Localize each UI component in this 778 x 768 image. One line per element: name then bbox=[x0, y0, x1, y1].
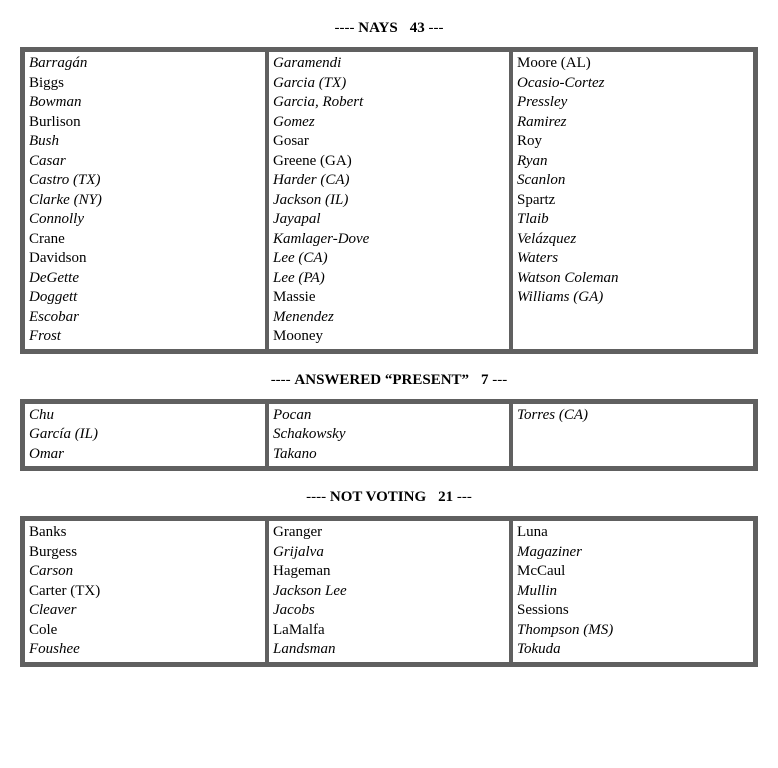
member-name: Mooney bbox=[273, 327, 505, 347]
member-name: LaMalfa bbox=[273, 621, 505, 641]
member-name: Jackson Lee bbox=[273, 582, 505, 602]
member-name: Granger bbox=[273, 523, 505, 543]
member-name: Omar bbox=[29, 445, 261, 465]
member-name: Kamlager-Dove bbox=[273, 230, 505, 250]
member-name: Thompson (MS) bbox=[517, 621, 749, 641]
member-name: Connolly bbox=[29, 210, 261, 230]
member-name: Escobar bbox=[29, 308, 261, 328]
member-name: McCaul bbox=[517, 562, 749, 582]
vote-record: ---- NAYS 43 --- BarragánBiggsBowmanBurlis… bbox=[20, 20, 758, 667]
member-name: Garcia, Robert bbox=[273, 93, 505, 113]
member-name: Ocasio-Cortez bbox=[517, 74, 749, 94]
vote-column: Moore (AL)Ocasio-CortezPressleyRamirezRo… bbox=[512, 51, 754, 350]
member-name: Magaziner bbox=[517, 543, 749, 563]
dashes-post: --- bbox=[489, 372, 508, 388]
section-count: 21 bbox=[438, 489, 453, 505]
member-name: Luna bbox=[517, 523, 749, 543]
member-name: Takano bbox=[273, 445, 505, 465]
member-name: Bush bbox=[29, 132, 261, 152]
member-name: Greene (GA) bbox=[273, 152, 505, 172]
section-header-nays: ---- NAYS 43 --- bbox=[20, 20, 758, 37]
vote-column: LunaMagazinerMcCaulMullinSessionsThompso… bbox=[512, 520, 754, 663]
member-name: Cole bbox=[29, 621, 261, 641]
member-name: Banks bbox=[29, 523, 261, 543]
member-name: Pressley bbox=[517, 93, 749, 113]
member-name: Frost bbox=[29, 327, 261, 347]
member-name: Tokuda bbox=[517, 640, 749, 660]
member-name: Mullin bbox=[517, 582, 749, 602]
member-name: Massie bbox=[273, 288, 505, 308]
member-name: Carson bbox=[29, 562, 261, 582]
vote-table-present: ChuGarcía (IL)OmarPocanSchakowskyTakanoT… bbox=[20, 399, 758, 472]
member-name: Hageman bbox=[273, 562, 505, 582]
section-header-present: ---- ANSWERED “PRESENT” 7 --- bbox=[20, 372, 758, 389]
member-name: Schakowsky bbox=[273, 425, 505, 445]
member-name: Garamendi bbox=[273, 54, 505, 74]
member-name: Lee (PA) bbox=[273, 269, 505, 289]
vote-column: GrangerGrijalvaHagemanJackson LeeJacobsL… bbox=[268, 520, 510, 663]
member-name: García (IL) bbox=[29, 425, 261, 445]
section-header-notvoting: ---- NOT VOTING 21 --- bbox=[20, 489, 758, 506]
member-name: Jacobs bbox=[273, 601, 505, 621]
member-name: Pocan bbox=[273, 406, 505, 426]
member-name: Lee (CA) bbox=[273, 249, 505, 269]
member-name: Gosar bbox=[273, 132, 505, 152]
member-name: Burgess bbox=[29, 543, 261, 563]
vote-column: ChuGarcía (IL)Omar bbox=[24, 403, 266, 468]
member-name: Harder (CA) bbox=[273, 171, 505, 191]
member-name: Landsman bbox=[273, 640, 505, 660]
member-name: Menendez bbox=[273, 308, 505, 328]
member-name: Carter (TX) bbox=[29, 582, 261, 602]
member-name: Barragán bbox=[29, 54, 261, 74]
member-name: Foushee bbox=[29, 640, 261, 660]
dashes-post: --- bbox=[425, 20, 444, 36]
member-name: Ryan bbox=[517, 152, 749, 172]
member-name: Grijalva bbox=[273, 543, 505, 563]
vote-column: BanksBurgessCarsonCarter (TX)CleaverCole… bbox=[24, 520, 266, 663]
member-name: Davidson bbox=[29, 249, 261, 269]
member-name: Cleaver bbox=[29, 601, 261, 621]
section-label: NAYS bbox=[358, 20, 397, 36]
dashes-pre: ---- bbox=[335, 20, 359, 36]
dashes-pre: ---- bbox=[271, 372, 295, 388]
member-name: Watson Coleman bbox=[517, 269, 749, 289]
member-name: Gomez bbox=[273, 113, 505, 133]
vote-column: PocanSchakowskyTakano bbox=[268, 403, 510, 468]
section-label: NOT VOTING bbox=[330, 489, 426, 505]
member-name: Scanlon bbox=[517, 171, 749, 191]
vote-table-nays: BarragánBiggsBowmanBurlisonBushCasarCast… bbox=[20, 47, 758, 354]
member-name: Doggett bbox=[29, 288, 261, 308]
vote-column: GaramendiGarcia (TX)Garcia, RobertGomezG… bbox=[268, 51, 510, 350]
member-name: Casar bbox=[29, 152, 261, 172]
member-name: DeGette bbox=[29, 269, 261, 289]
member-name: Clarke (NY) bbox=[29, 191, 261, 211]
member-name: Burlison bbox=[29, 113, 261, 133]
member-name: Jayapal bbox=[273, 210, 505, 230]
dashes-post: --- bbox=[453, 489, 472, 505]
member-name: Chu bbox=[29, 406, 261, 426]
member-name: Tlaib bbox=[517, 210, 749, 230]
member-name: Ramirez bbox=[517, 113, 749, 133]
member-name: Velázquez bbox=[517, 230, 749, 250]
member-name: Jackson (IL) bbox=[273, 191, 505, 211]
vote-column: BarragánBiggsBowmanBurlisonBushCasarCast… bbox=[24, 51, 266, 350]
member-name: Bowman bbox=[29, 93, 261, 113]
member-name: Torres (CA) bbox=[517, 406, 749, 426]
member-name: Biggs bbox=[29, 74, 261, 94]
section-count: 43 bbox=[410, 20, 425, 36]
member-name: Waters bbox=[517, 249, 749, 269]
member-name: Castro (TX) bbox=[29, 171, 261, 191]
member-name: Sessions bbox=[517, 601, 749, 621]
member-name: Moore (AL) bbox=[517, 54, 749, 74]
member-name: Williams (GA) bbox=[517, 288, 749, 308]
member-name: Crane bbox=[29, 230, 261, 250]
dashes-pre: ---- bbox=[306, 489, 330, 505]
member-name: Garcia (TX) bbox=[273, 74, 505, 94]
member-name: Spartz bbox=[517, 191, 749, 211]
member-name: Roy bbox=[517, 132, 749, 152]
section-label: ANSWERED “PRESENT” bbox=[294, 372, 469, 388]
vote-table-notvoting: BanksBurgessCarsonCarter (TX)CleaverCole… bbox=[20, 516, 758, 667]
section-count: 7 bbox=[481, 372, 489, 388]
vote-column: Torres (CA) bbox=[512, 403, 754, 468]
